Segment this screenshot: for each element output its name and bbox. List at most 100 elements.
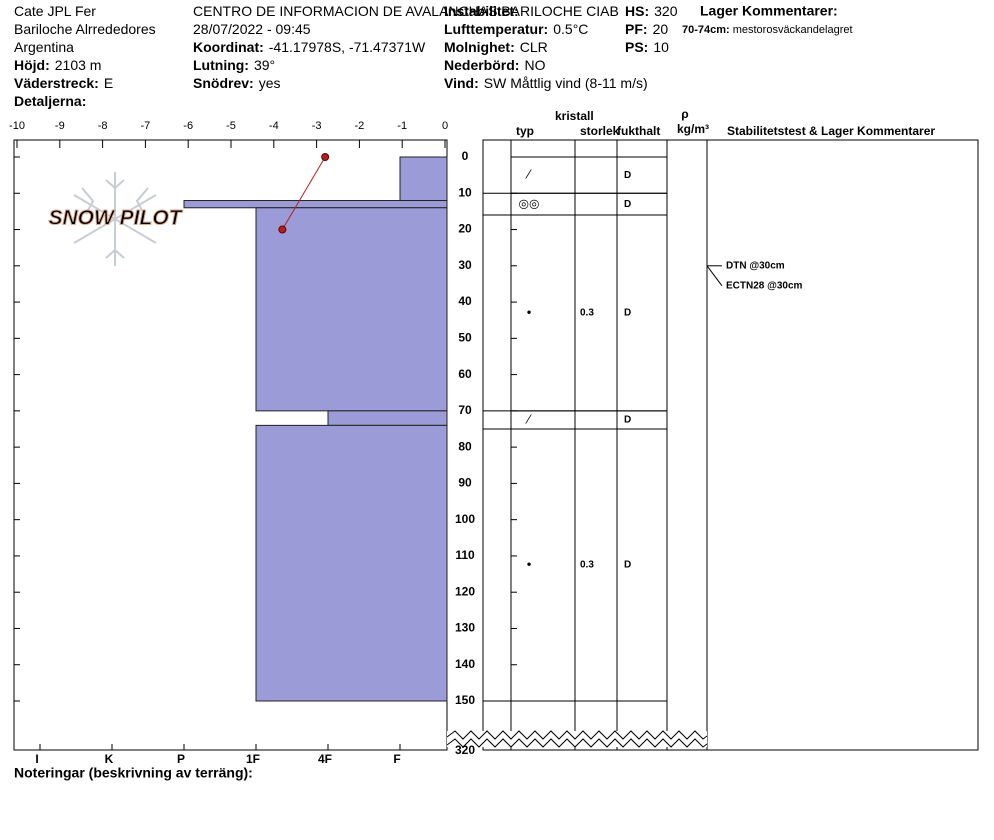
depth-tick-label: 20	[458, 222, 472, 236]
temperature-point	[321, 153, 330, 161]
field-label: Väderstreck:	[14, 75, 99, 91]
crystal-type: ⁄	[525, 167, 532, 182]
depth-tick-label: 60	[458, 367, 472, 381]
field-label: Koordinat:	[193, 39, 264, 55]
crystal-type: ⁄	[525, 411, 532, 426]
field-value: -41.17978S, -71.47371W	[269, 39, 426, 55]
hardness-tick-label: P	[177, 752, 185, 766]
wetness: D	[624, 415, 631, 426]
layer-comments-title: Lager Kommentarer:	[700, 3, 838, 19]
field-value: Cate JPL Fer	[14, 3, 96, 19]
table-header: ρ	[681, 107, 688, 121]
depth-tick-label: 90	[458, 476, 472, 490]
header-field: HS: 320	[625, 3, 678, 19]
temp-tick-label: -4	[269, 120, 279, 132]
header-field: Höjd: 2103 m	[14, 57, 101, 73]
wetness: D	[624, 199, 631, 210]
field-value: Bariloche Alrrededores	[14, 21, 156, 37]
wetness: D	[624, 170, 631, 181]
comment-value: mestorosväckandelagret	[733, 24, 853, 36]
field-value: 2103 m	[55, 57, 102, 73]
temp-tick-label: -6	[183, 120, 193, 132]
depth-tick-label: 150	[455, 693, 475, 707]
table-header: storlek	[580, 124, 620, 138]
hardness-tick-label: 4F	[318, 752, 332, 766]
table-header: fukthalt	[617, 124, 660, 138]
field-label: Instabilitet:	[444, 3, 519, 19]
field-label: PF:	[625, 21, 648, 37]
table-header: kristall	[555, 109, 594, 123]
depth-tick-label: 120	[455, 584, 475, 598]
header-field: Molnighet: CLR	[444, 39, 548, 55]
field-label: HS:	[625, 3, 649, 19]
field-label: Snödrev:	[193, 75, 254, 91]
table-header: Stabilitetstest & Lager Kommentarer	[727, 124, 935, 138]
field-value: 28/07/2022 - 09:45	[193, 21, 311, 37]
temperature-point	[278, 225, 287, 234]
header-field: Lutning: 39°	[193, 57, 275, 73]
temp-tick-label: -1	[397, 120, 407, 132]
depth-tick-label: 10	[458, 185, 472, 199]
temp-tick-label: -10	[9, 120, 25, 132]
depth-tick-label: 70	[458, 403, 472, 417]
depth-tick-label: 110	[455, 548, 475, 562]
field-label: Vind:	[444, 75, 479, 91]
notes-label: Noteringar (beskrivning av terräng):	[14, 765, 253, 781]
header-field: PS: 10	[625, 39, 669, 55]
header-field: PF: 20	[625, 21, 668, 37]
field-label: Nederbörd:	[444, 57, 519, 73]
crystal-type: ◎◎	[519, 196, 540, 210]
temp-tick-label: -7	[141, 120, 151, 132]
crystal-size: 0.3	[580, 560, 594, 571]
temp-tick-label: 0	[442, 120, 448, 132]
stability-label: ECTN28 @30cm	[726, 280, 803, 291]
field-label: PS:	[625, 39, 648, 55]
depth-tick-label: 50	[458, 331, 472, 345]
field-value: yes	[259, 75, 281, 91]
table-header: typ	[516, 124, 534, 138]
field-value: Argentina	[14, 39, 74, 55]
field-label: Detaljerna:	[14, 93, 86, 109]
header-field: Detaljerna:	[14, 93, 86, 109]
watermark	[73, 172, 157, 266]
hardness-layer	[255, 207, 448, 412]
temp-tick-label: -2	[355, 120, 365, 132]
header-field: Cate JPL Fer	[14, 3, 96, 19]
header-field: Nederbörd: NO	[444, 57, 546, 73]
field-value: SW Måttlig vind (8-11 m/s)	[484, 75, 648, 91]
hardness-tick-label: F	[393, 752, 400, 766]
header-field: Vind: SW Måttlig vind (8-11 m/s)	[444, 75, 648, 91]
hardness-layer	[255, 424, 448, 702]
stability-arrow	[706, 265, 723, 287]
field-label: Lutning:	[193, 57, 249, 73]
table-frame	[482, 139, 979, 751]
field-value: E	[104, 75, 113, 91]
temp-tick-label: -3	[312, 120, 322, 132]
depth-tick-label: 80	[458, 439, 472, 453]
field-value: 39°	[254, 57, 275, 73]
header-field: Lufttemperatur: 0.5°C	[444, 21, 588, 37]
crystal-type: •	[527, 304, 532, 319]
hardness-layer	[327, 410, 448, 426]
field-value: 20	[653, 21, 669, 37]
temperature-line	[281, 156, 326, 230]
wetness: D	[624, 308, 631, 319]
depth-tick-label: 140	[455, 657, 475, 671]
depth-tick-label: 40	[458, 294, 472, 308]
header-field: Instabilitet:	[444, 3, 519, 19]
table-column-lines	[510, 140, 708, 750]
hardness-layer	[399, 156, 448, 202]
depth-tick-label: 30	[458, 258, 472, 272]
field-value: CENTRO DE INFORMACION DE AVALANCHAS BARI…	[193, 3, 619, 19]
hardness-tick-label: K	[105, 752, 114, 766]
watermark-text: SNOW PILOT	[49, 207, 184, 230]
header-field: Snödrev: yes	[193, 75, 280, 91]
comment-label: 70-74cm:	[682, 24, 730, 36]
crystal-type: •	[527, 556, 532, 571]
temp-tick-label: -5	[226, 120, 236, 132]
header-field: CENTRO DE INFORMACION DE AVALANCHAS BARI…	[193, 3, 619, 19]
header-field: Väderstreck: E	[14, 75, 113, 91]
header-field: 28/07/2022 - 09:45	[193, 21, 311, 37]
field-label: Molnighet:	[444, 39, 515, 55]
